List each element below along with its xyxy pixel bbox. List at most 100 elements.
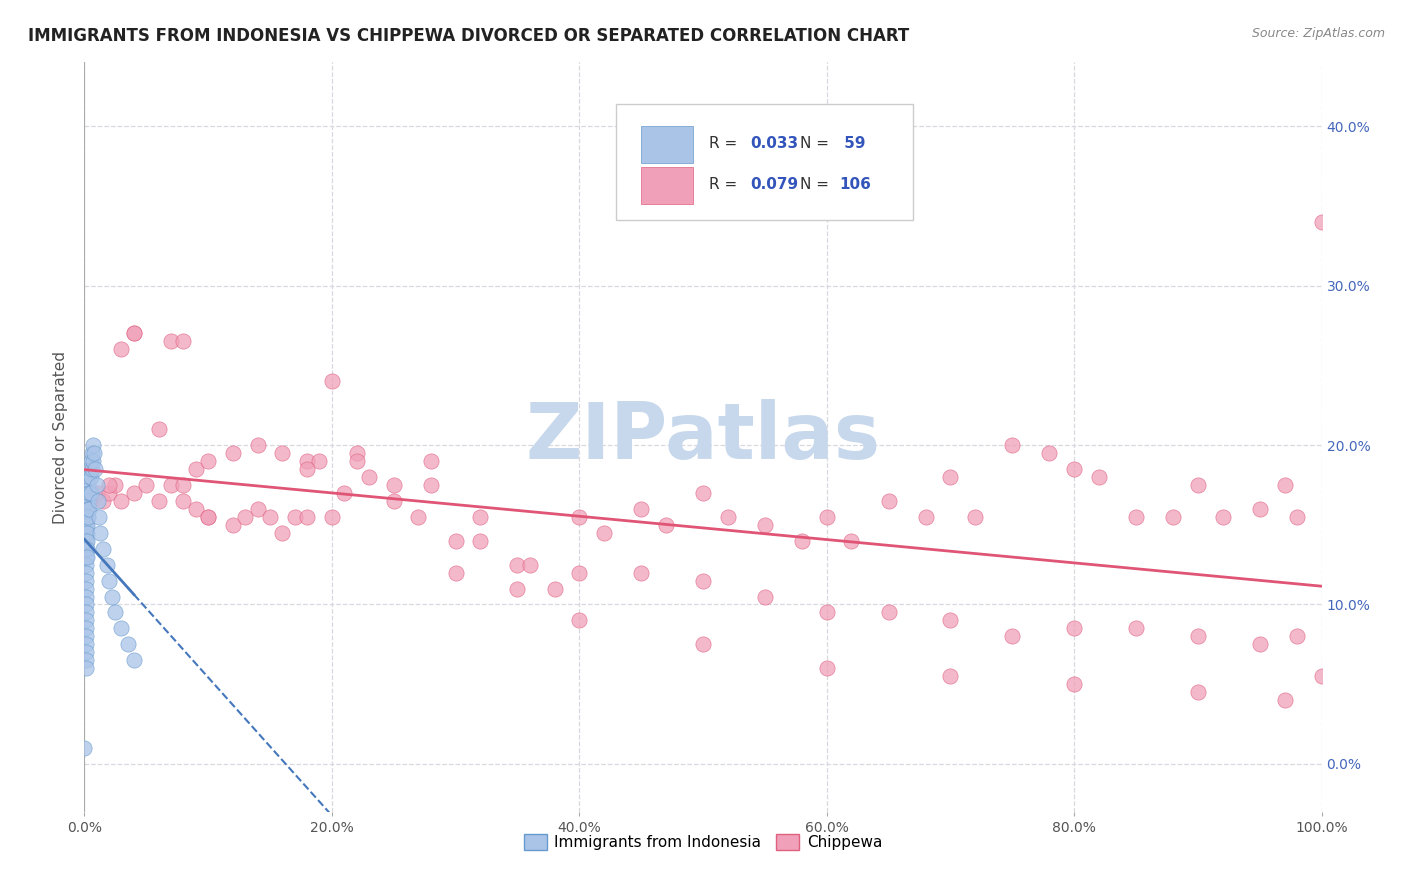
Point <box>914 509 936 524</box>
Point <box>160 478 183 492</box>
Point <box>80 446 103 460</box>
Point <box>86 478 108 492</box>
Point <box>82 438 104 452</box>
Point <box>76 517 98 532</box>
Point <box>75 590 97 604</box>
Point <box>75 621 97 635</box>
Point <box>419 478 441 492</box>
Point <box>76 541 98 556</box>
Point <box>308 454 330 468</box>
Point <box>100 590 122 604</box>
Point <box>75 629 97 643</box>
Point <box>692 574 714 588</box>
Point <box>75 606 97 620</box>
Point <box>1063 677 1085 691</box>
Point <box>1274 693 1296 707</box>
Point <box>122 486 145 500</box>
Text: N =: N = <box>800 136 834 151</box>
Text: IMMIGRANTS FROM INDONESIA VS CHIPPEWA DIVORCED OR SEPARATED CORRELATION CHART: IMMIGRANTS FROM INDONESIA VS CHIPPEWA DI… <box>28 27 910 45</box>
Point <box>122 326 145 341</box>
Point <box>79 462 101 476</box>
Point <box>76 501 98 516</box>
Point <box>1038 446 1060 460</box>
Point <box>82 454 104 468</box>
Point <box>939 669 962 683</box>
Point <box>172 478 194 492</box>
Point <box>754 590 776 604</box>
Point <box>75 574 97 588</box>
Point <box>83 446 105 460</box>
Point <box>76 533 98 548</box>
Y-axis label: Divorced or Separated: Divorced or Separated <box>53 351 69 524</box>
Point <box>1001 438 1024 452</box>
Point <box>408 509 430 524</box>
Point <box>419 454 441 468</box>
Point <box>75 614 97 628</box>
Point <box>77 478 100 492</box>
Point <box>122 326 145 341</box>
Point <box>284 509 307 524</box>
Legend: Immigrants from Indonesia, Chippewa: Immigrants from Indonesia, Chippewa <box>517 829 889 856</box>
Point <box>79 470 101 484</box>
Point <box>717 509 740 524</box>
Point <box>117 637 139 651</box>
Point <box>295 509 318 524</box>
Point <box>1001 629 1024 643</box>
Point <box>333 486 356 500</box>
Text: 106: 106 <box>839 178 870 192</box>
Point <box>233 509 256 524</box>
Point <box>104 606 127 620</box>
Point <box>259 509 281 524</box>
Point <box>692 486 714 500</box>
Point <box>122 653 145 667</box>
Point <box>568 509 591 524</box>
Point <box>184 501 207 516</box>
Point <box>89 509 111 524</box>
Point <box>76 525 98 540</box>
Point <box>148 493 170 508</box>
Point <box>75 525 97 540</box>
Point <box>877 493 900 508</box>
Point <box>1088 470 1111 484</box>
Point <box>815 606 838 620</box>
Point <box>222 517 245 532</box>
Point <box>1310 215 1333 229</box>
Point <box>79 454 101 468</box>
Point <box>75 598 97 612</box>
Point <box>295 454 318 468</box>
Point <box>630 501 652 516</box>
Point <box>357 470 380 484</box>
Point <box>877 606 900 620</box>
Point <box>160 334 183 349</box>
Point <box>79 486 101 500</box>
Point <box>75 661 97 675</box>
Point <box>1310 669 1333 683</box>
Point <box>346 454 368 468</box>
Point <box>519 558 541 572</box>
Text: 59: 59 <box>839 136 866 151</box>
Point <box>1187 629 1209 643</box>
Point <box>1187 685 1209 699</box>
Point <box>815 661 838 675</box>
Point <box>75 582 97 596</box>
Point <box>75 533 97 548</box>
Point <box>135 478 157 492</box>
Point <box>470 509 492 524</box>
Point <box>197 509 219 524</box>
Point <box>75 517 97 532</box>
FancyBboxPatch shape <box>641 126 693 163</box>
Point <box>75 566 97 580</box>
Point <box>321 509 343 524</box>
Point <box>79 486 101 500</box>
Point <box>382 478 405 492</box>
Point <box>80 462 103 476</box>
FancyBboxPatch shape <box>641 168 693 204</box>
Point <box>98 486 121 500</box>
Point <box>91 493 114 508</box>
Point <box>87 493 110 508</box>
Point <box>79 493 101 508</box>
Text: Source: ZipAtlas.com: Source: ZipAtlas.com <box>1251 27 1385 40</box>
Point <box>184 462 207 476</box>
Point <box>110 343 132 357</box>
Point <box>75 637 97 651</box>
